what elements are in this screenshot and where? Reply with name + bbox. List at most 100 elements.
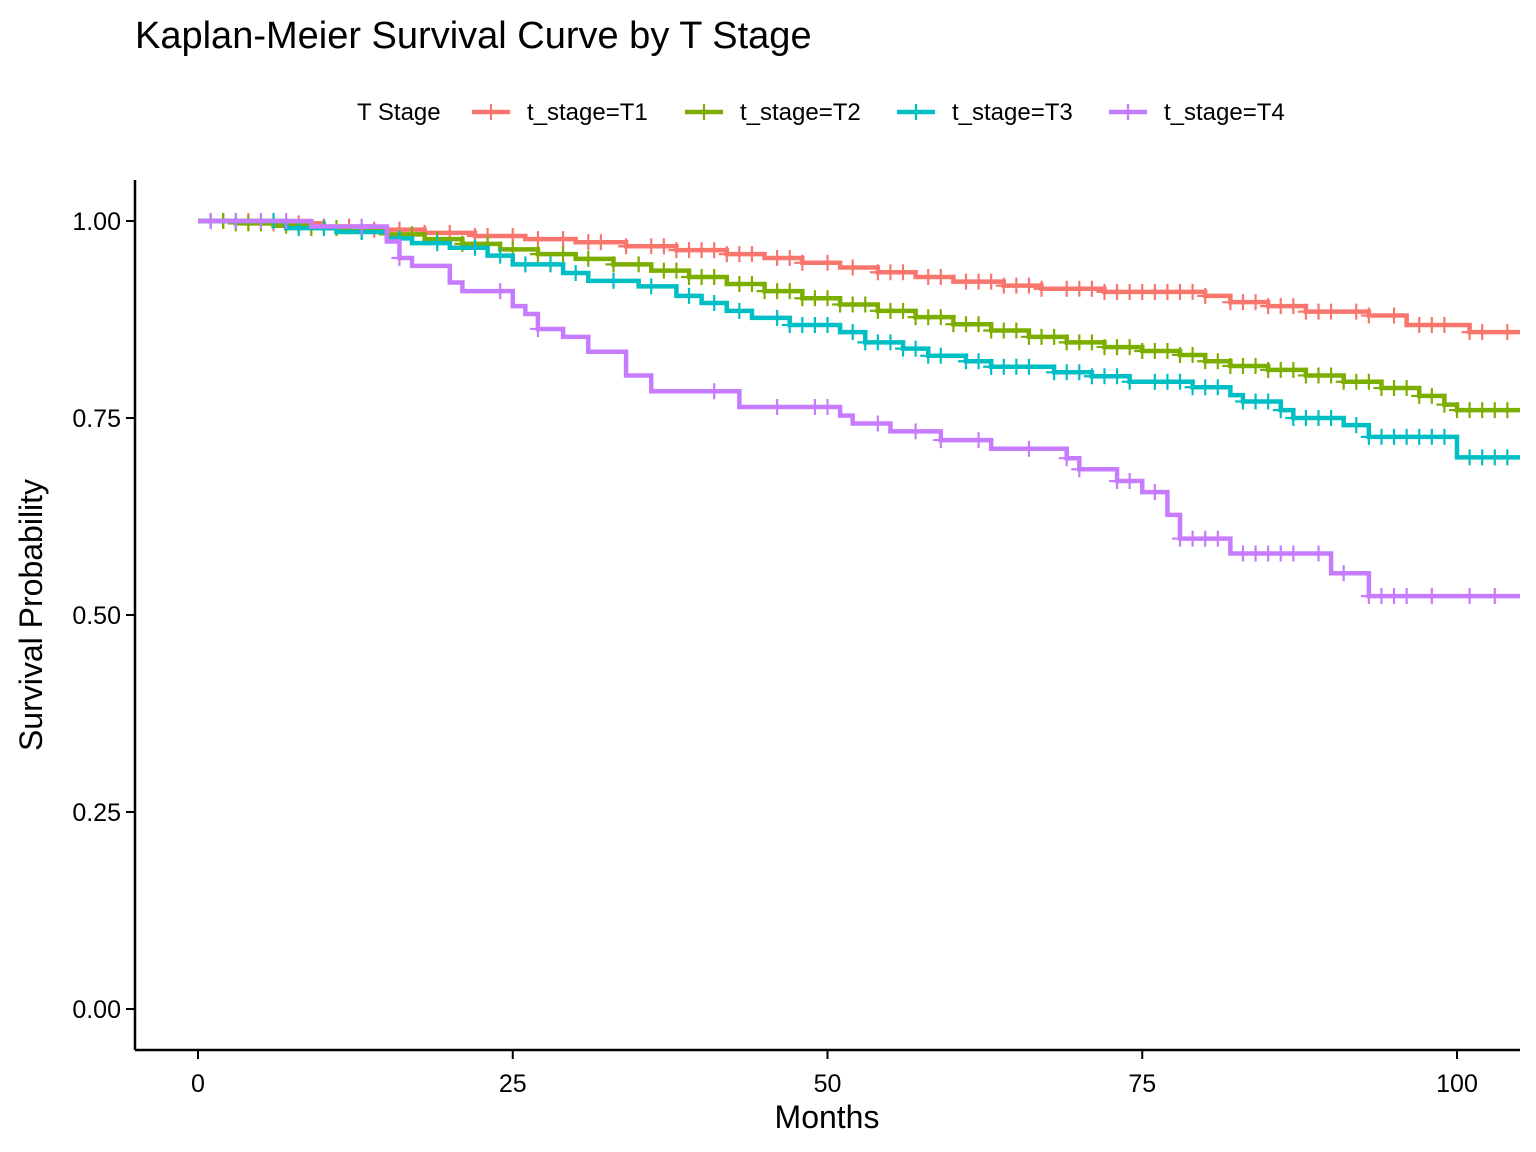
censor-mark: [882, 334, 899, 351]
censor-mark: [1461, 588, 1478, 605]
y-axis-ticks: 0.00 0.25 0.50 0.75 1.00: [72, 208, 135, 1024]
censor-mark: [1184, 346, 1201, 363]
censor-mark: [1499, 449, 1516, 466]
censor-mark: [1474, 324, 1491, 341]
censor-mark: [605, 256, 622, 273]
censor-mark: [819, 317, 836, 334]
censor-mark: [844, 324, 861, 341]
censor-mark: [1260, 393, 1277, 410]
censor-mark: [819, 290, 836, 307]
censor-mark: [932, 309, 949, 326]
censor-mark: [794, 254, 811, 271]
censor-mark: [1197, 287, 1214, 304]
y-tick-label: 1.00: [72, 208, 121, 236]
legend-key-mark: [1120, 104, 1136, 120]
x-tick-label: 0: [191, 1070, 205, 1098]
legend-item-t_stage=T4: t_stage=T4: [1109, 99, 1285, 126]
censor-mark: [1285, 298, 1302, 315]
censor-mark: [668, 262, 685, 279]
censor-mark: [592, 234, 609, 251]
censor-mark: [567, 265, 584, 282]
censor-mark: [1310, 545, 1327, 562]
censor-mark: [1423, 588, 1440, 605]
censor-mark: [1486, 588, 1503, 605]
censor-mark: [618, 238, 635, 255]
x-axis-ticks: 0 25 50 75 100: [191, 1050, 1478, 1098]
legend-key-mark: [696, 104, 712, 120]
censor-mark: [492, 247, 509, 264]
censor-mark: [202, 213, 219, 229]
censor-mark: [517, 256, 534, 273]
legend-label: t_stage=T3: [952, 99, 1073, 126]
censor-mark: [1121, 473, 1138, 490]
censor-mark: [983, 273, 1000, 290]
censor-mark: [1272, 402, 1289, 419]
legend-item-t_stage=T3: t_stage=T3: [897, 99, 1073, 126]
censor-mark: [429, 235, 446, 252]
censor-mark: [1323, 303, 1340, 320]
x-axis-label: Months: [775, 1099, 880, 1135]
censor-mark: [819, 398, 836, 415]
censor-mark: [1046, 328, 1063, 345]
censor-mark: [1209, 379, 1226, 396]
censor-mark: [907, 340, 924, 357]
legend-item-t_stage=T1: t_stage=T1: [472, 99, 648, 126]
censor-mark: [1020, 277, 1037, 294]
x-tick-label: 25: [499, 1070, 527, 1098]
censor-mark: [630, 256, 647, 273]
censor-mark: [1436, 317, 1453, 334]
censor-mark: [781, 250, 798, 267]
censor-mark: [706, 242, 723, 259]
censor-mark: [895, 264, 912, 281]
censor-mark: [907, 423, 924, 440]
censor-mark: [1348, 303, 1365, 320]
censor-mark: [706, 294, 723, 311]
censor-mark: [1058, 450, 1075, 467]
censor-mark: [1121, 339, 1138, 356]
censor-mark: [1335, 565, 1352, 582]
censor-mark: [643, 278, 660, 295]
censor-mark: [706, 268, 723, 285]
legend-label: t_stage=T2: [740, 99, 861, 126]
censor-mark: [605, 272, 622, 289]
censor-mark: [1209, 353, 1226, 370]
censor-mark: [1436, 396, 1453, 413]
x-tick-label: 100: [1436, 1070, 1478, 1098]
survival-line: [198, 218, 1520, 413]
series-t_stage=T2: [198, 213, 1520, 419]
censor-mark: [681, 287, 698, 304]
censor-mark: [1360, 373, 1377, 390]
censor-mark: [857, 296, 874, 313]
censor-mark: [743, 246, 760, 263]
legend-label: t_stage=T1: [527, 99, 648, 126]
censor-mark: [970, 432, 987, 449]
censor-mark: [869, 415, 886, 432]
censor-mark: [504, 227, 521, 244]
censor-mark: [1398, 380, 1415, 397]
censor-mark: [555, 246, 572, 263]
y-tick-label: 0.75: [72, 405, 121, 433]
censor-mark: [278, 213, 295, 229]
censor-mark: [1247, 357, 1264, 374]
censor-mark: [932, 347, 949, 364]
legend-key-mark: [483, 104, 499, 120]
censor-mark: [781, 283, 798, 300]
censor-mark: [1184, 283, 1201, 300]
censor-mark: [529, 231, 546, 248]
censor-mark: [895, 302, 912, 319]
legend-item-t_stage=T2: t_stage=T2: [685, 99, 861, 126]
censor-mark: [970, 353, 987, 370]
censor-mark: [932, 268, 949, 285]
censor-mark: [555, 231, 572, 248]
censor-mark: [769, 398, 786, 415]
censor-mark: [1209, 530, 1226, 547]
censor-mark: [769, 309, 786, 326]
censor-mark: [1285, 361, 1302, 378]
legend-title: T Stage: [357, 99, 441, 126]
censor-mark: [743, 276, 760, 293]
censor-mark: [1033, 280, 1050, 297]
series-t_stage=T3: [198, 213, 1520, 466]
censor-mark: [1020, 440, 1037, 457]
censor-mark: [731, 302, 748, 319]
